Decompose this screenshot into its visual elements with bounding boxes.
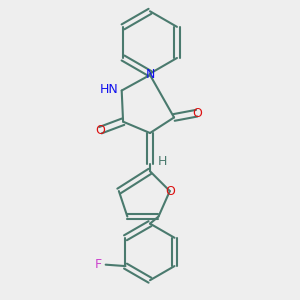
Text: F: F [95,258,102,271]
Text: H: H [158,155,167,168]
Text: O: O [165,184,175,198]
Text: O: O [95,124,105,137]
Text: N: N [145,68,155,82]
Text: O: O [192,107,202,120]
Text: HN: HN [100,82,118,96]
